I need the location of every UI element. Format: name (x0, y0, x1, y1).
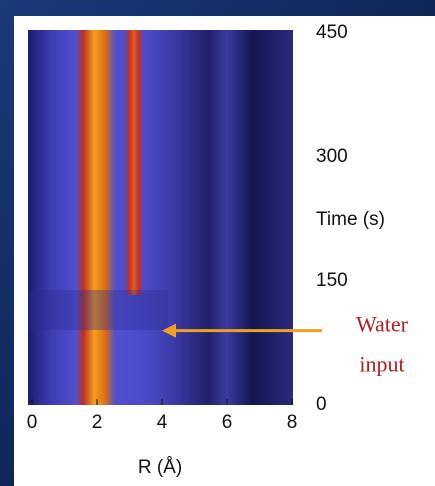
annotation-text: Water (356, 312, 409, 337)
x-tick-label: 8 (287, 412, 298, 433)
y-tick-label: 0 (316, 394, 327, 415)
y-tick-label: 300 (316, 146, 348, 167)
y-axis-label: Time (s) (316, 209, 385, 230)
heatmap-image (28, 30, 293, 405)
annotation-arrowhead (162, 323, 176, 338)
x-tick-label: 6 (222, 412, 233, 433)
y-tick-label: 150 (316, 270, 348, 291)
annotation-text: input (359, 352, 404, 377)
x-axis-label: R (Å) (138, 457, 182, 478)
x-tick-label: 2 (92, 412, 103, 433)
y-tick-label: 450 (316, 22, 348, 43)
x-tick-label: 4 (157, 412, 168, 433)
x-tick-label: 0 (27, 412, 38, 433)
